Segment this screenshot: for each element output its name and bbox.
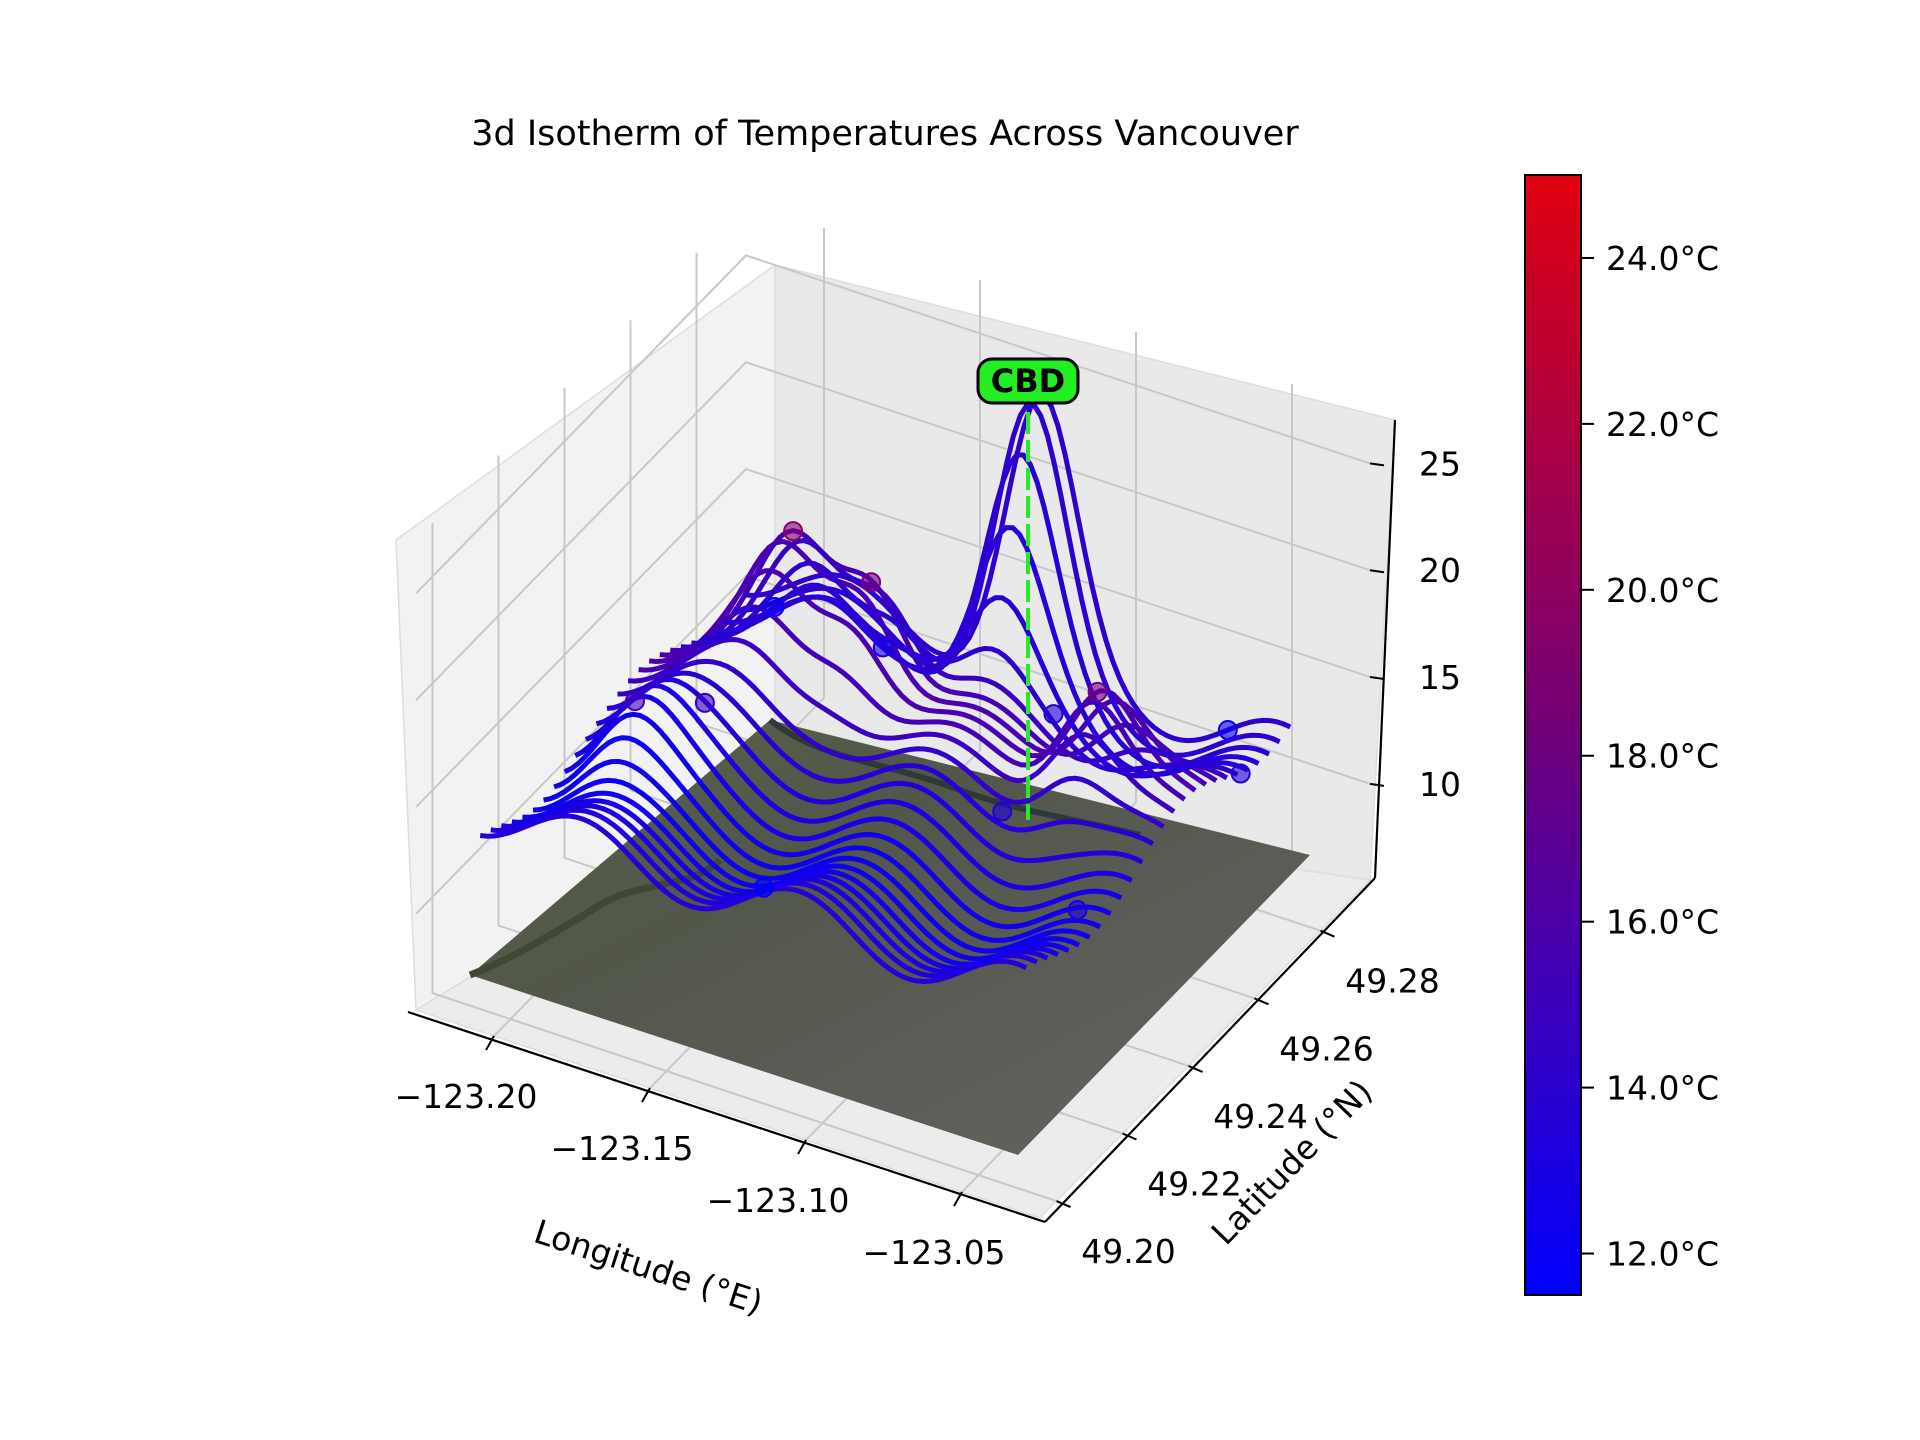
station-point: [861, 572, 882, 593]
z-tick-label: 10: [1419, 765, 1461, 804]
isotherm-line: [553, 735, 1102, 943]
z-gridline: [415, 361, 1371, 701]
station-point: [992, 801, 1013, 822]
y-tick-label: 49.22: [1147, 1165, 1241, 1204]
axis-ticks: −123.20 −123.15 −123.10 −123.05 49.20 49.22 49…: [394, 444, 1461, 1272]
x-tick: [485, 1035, 495, 1051]
isotherm-line: [574, 693, 1123, 913]
station-points: [625, 384, 1251, 921]
z-gridline: [415, 254, 1371, 595]
isotherm-line: [532, 777, 1081, 962]
y-tick: [1188, 1064, 1203, 1073]
station-point: [1043, 704, 1064, 725]
isotherm-line: [743, 393, 1292, 744]
isotherm-line: [543, 758, 1091, 954]
y-tick-label: 49.26: [1279, 1029, 1373, 1068]
station-point: [872, 637, 893, 658]
y-gridline: [431, 523, 1057, 1203]
isotherm-line: [606, 670, 1155, 847]
z-tick: [1369, 462, 1385, 467]
y-tick: [1122, 1132, 1137, 1141]
y-tick-label: 49.28: [1345, 962, 1439, 1001]
z-tick: [1369, 782, 1385, 787]
isotherm-line: [584, 682, 1133, 891]
station-point: [764, 596, 785, 617]
station-point: [625, 691, 645, 712]
cbd-label: CBD: [991, 362, 1065, 400]
colorbar-tick-label: 14.0°C: [1606, 1069, 1719, 1108]
colorbar-tick-label: 12.0°C: [1606, 1235, 1719, 1274]
x-tick-label: −123.15: [550, 1129, 693, 1168]
axis-lines: [407, 419, 1397, 1224]
isotherm-line: [595, 677, 1144, 865]
colorbar-tick-label: 24.0°C: [1606, 239, 1719, 278]
cbd-label-box: [976, 357, 1080, 405]
y-tick: [1254, 997, 1269, 1006]
colorbar-ticks: 12.0°C 14.0°C 16.0°C 18.0°C 20.0°C 22.0°C 24.0…: [1581, 239, 1719, 1274]
cbd-annotation: CBD: [976, 357, 1080, 820]
isotherm-contours: [479, 393, 1292, 984]
station-point: [1230, 763, 1251, 784]
x-axis-label: Longitude (°E): [529, 1212, 767, 1323]
y-tick: [1320, 929, 1335, 938]
isotherm-line: [563, 711, 1112, 930]
y-axis-line: [1044, 877, 1376, 1223]
z-gridline: [415, 574, 1371, 915]
isotherm-line: [733, 402, 1281, 758]
chart-title: 3d Isotherm of Temperatures Across Vanco…: [471, 114, 1299, 154]
x-tick: [953, 1191, 963, 1207]
colorbar-tick-label: 22.0°C: [1606, 405, 1719, 444]
station-point: [694, 692, 715, 713]
station-point: [753, 877, 774, 898]
x-axis-line: [407, 1010, 1046, 1224]
z-tick: [1369, 676, 1385, 681]
isotherm-line: [680, 538, 1229, 781]
colorbar: 12.0°C 14.0°C 16.0°C 18.0°C 20.0°C 22.0°C 24.0…: [1524, 174, 1719, 1296]
x-tick: [797, 1139, 807, 1155]
isotherm-line: [617, 658, 1165, 829]
colorbar-tick-label: 20.0°C: [1606, 571, 1719, 610]
station-point: [1217, 720, 1238, 741]
z-tick: [1369, 569, 1385, 574]
station-point: [783, 521, 804, 542]
z-tick-label: 20: [1419, 551, 1461, 590]
colorbar-gradient: [1524, 174, 1582, 1296]
x-tick: [641, 1087, 651, 1103]
z-tick-label: 15: [1419, 658, 1461, 697]
z-tick-label: 25: [1419, 444, 1461, 483]
y-tick-label: 49.24: [1213, 1097, 1307, 1136]
x-tick-label: −123.05: [862, 1233, 1005, 1272]
x-tick-label: −123.10: [706, 1181, 849, 1220]
z-axis-line: [1373, 419, 1397, 879]
y-tick-label: 49.20: [1081, 1232, 1175, 1271]
station-point: [1087, 681, 1108, 702]
isotherm-line: [691, 560, 1239, 777]
y-tick: [1056, 1200, 1071, 1209]
z-gridline: [415, 467, 1371, 808]
x-tick-label: −123.20: [394, 1077, 537, 1116]
station-point: [1067, 900, 1088, 921]
colorbar-tick-label: 18.0°C: [1606, 737, 1719, 776]
colorbar-tick-label: 16.0°C: [1606, 903, 1719, 942]
